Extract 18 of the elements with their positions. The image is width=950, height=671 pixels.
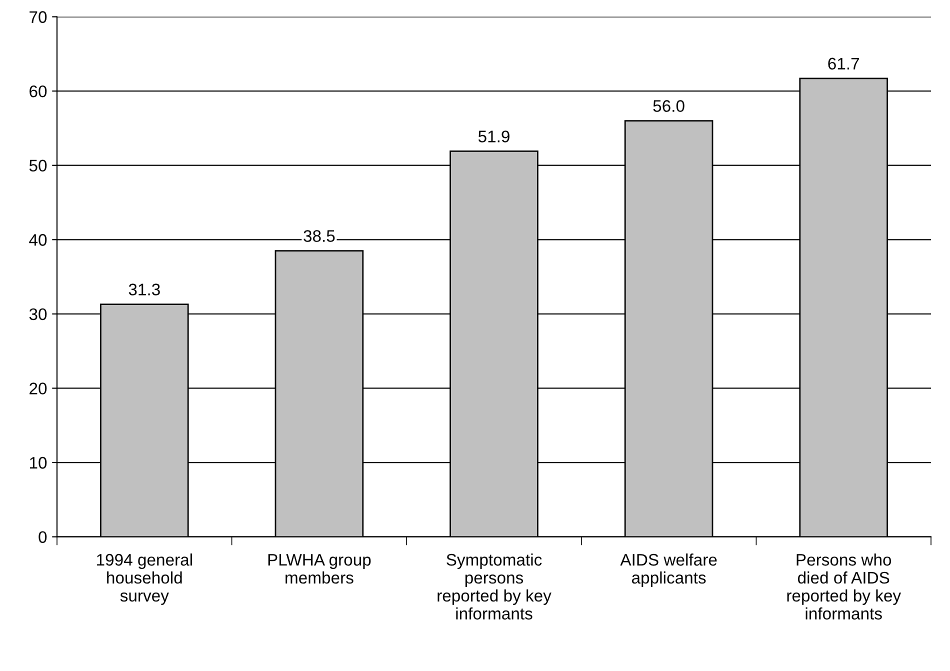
data-label: 51.9	[478, 130, 510, 142]
y-tick-label: 50	[29, 160, 47, 172]
y-tick-label: 30	[29, 308, 47, 320]
x-tick-label: Persons who died of AIDS reported by key informants	[787, 553, 902, 620]
data-label: 31.3	[128, 284, 160, 296]
y-tick-label: 70	[30, 11, 47, 23]
y-tick-label: 40	[29, 234, 47, 246]
x-tick-label: PLWHA group members	[268, 554, 371, 584]
x-tick-label: AIDS welfare applicants	[620, 553, 717, 587]
y-tick-label: 60	[30, 85, 47, 98]
data-label: 56.0	[653, 100, 684, 112]
data-label: 61.7	[828, 58, 859, 70]
y-tick-label: 0	[38, 531, 47, 544]
x-tick-label: 1994 general household survey	[97, 553, 192, 605]
data-label: 38.5	[304, 230, 335, 242]
y-tick-label: 10	[30, 456, 47, 469]
x-tick-label: Symptomatic persons reported by key informants	[438, 553, 552, 620]
y-tick-label: 20	[30, 382, 47, 394]
